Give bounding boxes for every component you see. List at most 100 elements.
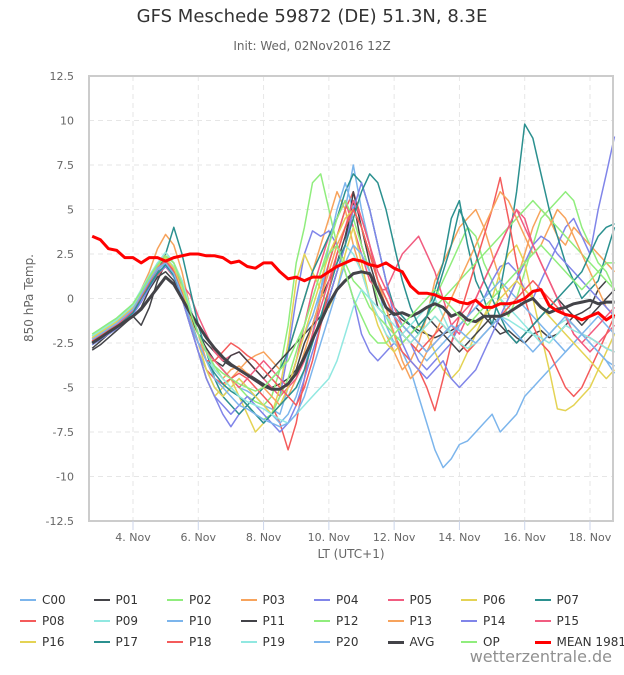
legend-label: P08 xyxy=(42,614,65,628)
y-axis-title: 850 hPa Temp. xyxy=(22,254,36,342)
legend-label: P03 xyxy=(262,593,286,607)
legend-swatch xyxy=(387,620,404,622)
series-line-p15[interactable] xyxy=(91,199,616,389)
series-line-op[interactable] xyxy=(91,244,615,392)
legend-swatch xyxy=(461,641,477,643)
legend-item-p01[interactable]: P01 xyxy=(93,590,138,610)
legend-row: C00 P01 P02 P03 P04 P05 P06 P07 xyxy=(20,590,620,611)
legend-label: P15 xyxy=(556,614,580,628)
x-axis: 4. Nov 6. Nov 8. Nov 10. Nov 12. Nov 14. Nov 1… xyxy=(115,521,612,544)
x-tick-label: 14. Nov xyxy=(438,531,481,544)
y-tick-label: -2.5 xyxy=(53,337,74,350)
legend-swatch xyxy=(314,620,330,622)
legend-item-p03[interactable]: P03 xyxy=(240,590,286,610)
x-tick-label: 4. Nov xyxy=(115,531,151,544)
y-tick-label: -10 xyxy=(56,471,74,484)
legend-swatch xyxy=(534,599,551,601)
legend-swatch xyxy=(20,620,36,622)
legend-item-p09[interactable]: P09 xyxy=(93,611,139,631)
legend-label: P05 xyxy=(409,593,433,607)
y-tick-label: -12.5 xyxy=(46,515,74,528)
legend-swatch xyxy=(167,641,183,643)
legend-swatch xyxy=(167,620,183,622)
legend-item-p05[interactable]: P05 xyxy=(387,590,433,610)
legend-swatch xyxy=(314,599,330,601)
legend-label: OP xyxy=(483,635,500,649)
legend-item-p15[interactable]: P15 xyxy=(534,611,580,631)
x-tick-label: 10. Nov xyxy=(308,531,351,544)
y-tick-label: 5 xyxy=(67,204,74,217)
legend-item-p14[interactable]: P14 xyxy=(461,611,506,631)
legend-label: P19 xyxy=(262,635,286,649)
legend-label: P12 xyxy=(336,614,359,628)
legend-row: P08 P09 P10 P11 P12 P13 P14 P15 xyxy=(20,611,620,632)
chart-title: GFS Meschede 59872 (DE) 51.3N, 8.3E xyxy=(136,6,488,27)
legend-label: P09 xyxy=(115,614,139,628)
series-line-p07[interactable] xyxy=(91,123,616,415)
legend-item-op[interactable]: OP xyxy=(461,632,500,652)
legend-label: P20 xyxy=(336,635,359,649)
legend-label: P14 xyxy=(483,614,506,628)
legend-item-avg[interactable]: AVG xyxy=(387,632,435,652)
y-tick-label: 7.5 xyxy=(57,159,75,172)
legend-swatch xyxy=(167,599,183,601)
legend-item-p11[interactable]: P11 xyxy=(240,611,286,631)
legend-label: AVG xyxy=(409,635,435,649)
y-tick-label: 10 xyxy=(60,115,74,128)
series-layer xyxy=(91,123,616,469)
legend-item-p08[interactable]: P08 xyxy=(20,611,65,631)
legend-item-p20[interactable]: P20 xyxy=(314,632,359,652)
legend-swatch xyxy=(240,641,257,643)
x-tick-label: 8. Nov xyxy=(246,531,282,544)
series-line-avg[interactable] xyxy=(91,270,615,391)
legend-item-p04[interactable]: P04 xyxy=(314,590,359,610)
legend-swatch xyxy=(240,620,257,622)
legend-row: P16 P17 P18 P19 P20 AVG OP MEAN 1981-2010 xyxy=(20,632,624,653)
legend-item-p07[interactable]: P07 xyxy=(534,590,580,610)
y-tick-label: -7.5 xyxy=(53,426,74,439)
legend-item-c00[interactable]: C00 xyxy=(20,590,66,610)
x-tick-label: 6. Nov xyxy=(181,531,217,544)
y-tick-label: 2.5 xyxy=(57,248,75,261)
legend-swatch xyxy=(240,599,257,601)
legend-label: P07 xyxy=(556,593,580,607)
legend-label: P16 xyxy=(42,635,65,649)
plot-frame xyxy=(88,75,614,522)
legend-swatch xyxy=(461,599,477,601)
series-line-p20[interactable] xyxy=(91,244,615,428)
legend-swatch xyxy=(534,620,551,622)
legend-swatch xyxy=(387,640,404,644)
series-line-p19[interactable] xyxy=(91,251,615,424)
legend-item-p06[interactable]: P06 xyxy=(461,590,506,610)
legend-label: P13 xyxy=(409,614,433,628)
legend-item-mean-1981-2010[interactable]: MEAN 1981-2010 xyxy=(534,632,624,652)
legend-label: P10 xyxy=(189,614,212,628)
legend-item-p18[interactable]: P18 xyxy=(167,632,212,652)
legend-item-p13[interactable]: P13 xyxy=(387,611,433,631)
legend-item-p16[interactable]: P16 xyxy=(20,632,65,652)
legend-swatch xyxy=(93,620,110,622)
legend-item-p19[interactable]: P19 xyxy=(240,632,286,652)
legend-item-p12[interactable]: P12 xyxy=(314,611,359,631)
series-line-mean-1981-2010[interactable] xyxy=(91,234,616,322)
legend-item-p02[interactable]: P02 xyxy=(167,590,212,610)
legend-item-p10[interactable]: P10 xyxy=(167,611,212,631)
legend-swatch xyxy=(20,599,36,601)
x-tick-label: 16. Nov xyxy=(503,531,546,544)
legend-label: P02 xyxy=(189,593,212,607)
y-axis: 12.5 10 7.5 5 2.5 0 -2.5 -5 -7.5 -10 -12.5 xyxy=(46,70,74,528)
legend-swatch xyxy=(461,620,477,622)
legend: C00 P01 P02 P03 P04 P05 P06 P07 P08 P09 P10 P11 P12 P… xyxy=(20,590,624,653)
legend-swatch xyxy=(93,641,110,643)
legend-label: P04 xyxy=(336,593,359,607)
legend-swatch xyxy=(534,640,551,644)
legend-label: P11 xyxy=(262,614,286,628)
credit-text[interactable]: wetterzentrale.de xyxy=(469,647,612,666)
y-tick-label: 0 xyxy=(67,293,74,306)
legend-item-p17[interactable]: P17 xyxy=(93,632,138,652)
legend-label: C00 xyxy=(42,593,66,607)
x-tick-label: 18. Nov xyxy=(569,531,612,544)
legend-swatch xyxy=(20,641,36,643)
legend-label: P06 xyxy=(483,593,506,607)
chart-subtitle: Init: Wed, 02Nov2016 12Z xyxy=(233,39,391,53)
